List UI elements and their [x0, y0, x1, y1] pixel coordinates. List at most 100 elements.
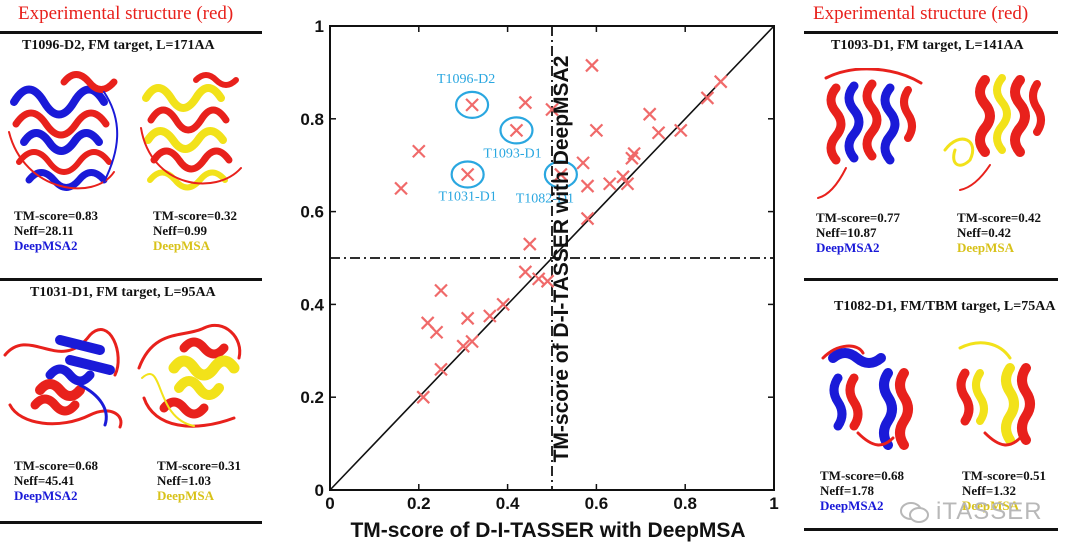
method-label: DeepMSA2	[14, 488, 78, 503]
tm-score-value: TM-score=0.77	[816, 210, 901, 225]
t1093-deepmsa2-stats: TM-score=0.77 Neff=10.87 DeepMSA2	[816, 210, 900, 255]
highlight-label: T1082-D1	[516, 191, 574, 206]
data-point-stroke	[554, 167, 568, 182]
data-point	[580, 211, 595, 226]
data-point	[540, 274, 555, 288]
data-point	[434, 362, 448, 377]
divider	[804, 31, 1058, 34]
divider	[804, 528, 1058, 531]
data-point-stroke	[673, 123, 688, 138]
highlighted-targets: T1096-D2 T1093-D1 T1031-D1 T1082-D1	[437, 72, 578, 206]
method-label: DeepMSA	[153, 238, 211, 253]
data-point-stroke	[589, 123, 604, 138]
t1031-deepmsa2-stats: TM-score=0.68 Neff=45.41 DeepMSA2	[14, 458, 98, 503]
t1096-deepmsa-stats: TM-score=0.32 Neff=0.99 DeepMSA	[153, 208, 237, 253]
x-tick-label: 0.2	[407, 494, 431, 513]
data-point	[620, 176, 635, 191]
data-point-stroke	[585, 58, 599, 73]
plot-area	[329, 25, 775, 491]
highlight-circle	[543, 160, 578, 189]
data-point-stroke	[545, 102, 559, 117]
neff-value: Neff=1.78	[820, 483, 874, 498]
highlight-circle	[499, 116, 534, 145]
method-label: DeepMSA	[157, 488, 215, 503]
data-point-stroke	[465, 98, 479, 112]
t1082-deepmsa-stats: TM-score=0.51 Neff=1.32 DeepMSA	[962, 468, 1046, 513]
data-point	[394, 181, 408, 196]
t1093-deepmsa2-structure	[817, 68, 923, 199]
x-tick-label: 0.6	[585, 494, 609, 513]
neff-value: Neff=1.03	[157, 473, 211, 488]
data-point-stroke	[602, 176, 617, 191]
data-point	[465, 98, 479, 112]
neff-value: Neff=10.87	[816, 225, 877, 240]
neff-value: Neff=28.11	[14, 223, 74, 238]
data-point	[585, 58, 599, 73]
t1082-deepmsa-structure	[956, 341, 1035, 447]
data-point-stroke	[620, 176, 635, 191]
data-point	[713, 74, 728, 89]
y-tick-label: 0.8	[300, 110, 324, 129]
data-point-stroke	[496, 297, 510, 312]
tm-score-value: TM-score=0.42	[957, 210, 1042, 225]
data-point-stroke	[580, 211, 595, 226]
data-point	[627, 146, 641, 161]
tm-score-scatter-chart: 0 0.2 0.4 0.6 0.8 100.20.40.60.81 T1096-D2T10…	[300, 17, 778, 542]
watermark: iTASSER	[900, 498, 1043, 526]
axis-ticks: 0 0.2 0.4 0.6 0.8 1 0 0.2 0.4 0.6 0.8 1	[300, 17, 778, 513]
data-point	[483, 309, 497, 323]
data-point	[460, 167, 475, 182]
target-title-t1096: T1096-D2, FM target, L=171AA	[22, 38, 215, 53]
highlight-circle	[454, 90, 490, 119]
data-point	[589, 123, 604, 138]
data-point-stroke	[509, 123, 524, 138]
t1031-deepmsa-structure	[137, 323, 242, 428]
divider	[0, 521, 262, 524]
target-title-t1082: T1082-D1, FM/TBM target, L=75AA	[834, 299, 1056, 314]
divider	[804, 278, 1058, 281]
highlight-label: T1096-D2	[437, 72, 495, 87]
data-point	[496, 297, 510, 312]
method-label: DeepMSA	[962, 498, 1020, 513]
data-point	[518, 265, 533, 279]
data-point-stroke	[540, 274, 555, 288]
divider	[0, 31, 262, 34]
method-label: DeepMSA2	[816, 240, 880, 255]
t1096-deepmsa2-structure	[8, 71, 119, 191]
data-point	[465, 334, 479, 349]
t1031-deepmsa-stats: TM-score=0.31 Neff=1.03 DeepMSA	[157, 458, 241, 503]
data-point	[576, 156, 590, 170]
data-point-stroke	[651, 125, 666, 140]
highlight-label: T1093-D1	[483, 146, 541, 161]
y-tick-label: 0.6	[300, 203, 324, 222]
highlight-label: T1031-D1	[438, 189, 496, 204]
data-point	[456, 339, 470, 353]
data-point	[642, 107, 657, 121]
neff-value: Neff=0.42	[957, 225, 1011, 240]
data-point-stroke	[518, 95, 533, 110]
data-point	[700, 91, 715, 105]
data-point-stroke	[616, 170, 630, 184]
data-point-stroke	[412, 144, 426, 159]
data-point-stroke	[700, 91, 715, 105]
data-point	[554, 167, 568, 182]
wechat-icon	[900, 501, 929, 523]
tm-score-value: TM-score=0.68	[820, 468, 905, 483]
y-tick-label: 0.4	[300, 295, 324, 314]
data-point-stroke	[434, 283, 448, 298]
data-point	[416, 390, 431, 404]
tm-score-value: TM-score=0.32	[153, 208, 238, 223]
data-point	[412, 144, 426, 159]
data-point-stroke	[483, 309, 497, 323]
data-point	[616, 170, 630, 184]
tm-score-value: TM-score=0.31	[157, 458, 242, 473]
target-title-t1031: T1031-D1, FM target, L=95AA	[30, 285, 216, 300]
x-tick-label: 0	[325, 494, 334, 513]
data-point-stroke	[460, 167, 475, 182]
neff-value: Neff=0.99	[153, 223, 207, 238]
data-point-stroke	[420, 316, 435, 330]
data-point	[509, 123, 524, 138]
right-experimental-caption: Experimental structure (red)	[813, 3, 1029, 24]
data-point	[518, 95, 533, 110]
y-tick-label: 1	[315, 17, 324, 36]
